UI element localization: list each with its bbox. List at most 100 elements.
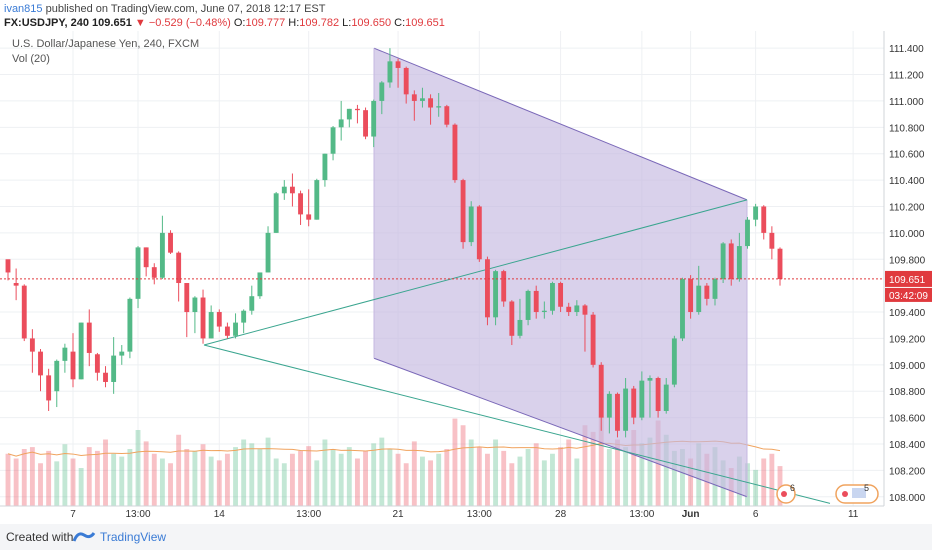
volume-bar: [582, 425, 588, 506]
last-price-label-bg: [885, 270, 932, 287]
volume-bar: [273, 458, 279, 506]
publish-info: ivan815 published on TradingView.com, Ju…: [4, 3, 325, 15]
candle-body: [485, 259, 490, 318]
y-tick-label: 109.400: [889, 308, 926, 319]
x-tick-label: 7: [70, 509, 76, 520]
volume-bar: [671, 450, 677, 506]
volume-bar: [224, 453, 230, 506]
candle-body: [151, 267, 157, 278]
candle-body: [298, 193, 303, 215]
candle-body: [184, 283, 190, 313]
volume-bar: [151, 453, 157, 506]
chart-svg[interactable]: U.S. Dollar/Japanese Yen, 240, FXCM Vol …: [0, 31, 932, 521]
x-tick-label: 13:00: [126, 509, 151, 520]
y-tick-label: 109.200: [889, 334, 926, 345]
candle-body: [566, 306, 572, 313]
candle-body: [176, 252, 182, 284]
volume-bar: [541, 460, 547, 506]
volume-bar: [623, 447, 629, 506]
volume-bar: [70, 458, 76, 506]
volume-bar: [395, 453, 401, 506]
chart-area[interactable]: U.S. Dollar/Japanese Yen, 240, FXCM Vol …: [0, 31, 932, 521]
volume-bar: [436, 453, 442, 506]
footer-bar: Created with TradingView: [0, 524, 932, 550]
candle-body: [103, 372, 108, 382]
volume-bar: [606, 449, 612, 506]
event-dot-icon: [781, 491, 787, 497]
volume-bar: [168, 463, 173, 506]
trend-line-upper[interactable]: [203, 199, 748, 346]
trend-line-lower[interactable]: [203, 344, 831, 504]
open-value: 109.777: [245, 17, 286, 29]
volume-bar: [94, 450, 100, 506]
candle-body: [379, 82, 385, 101]
candle-body: [54, 360, 60, 392]
event-badge-1[interactable]: 6: [776, 483, 796, 504]
x-tick-label: 21: [393, 509, 405, 520]
candle-body: [273, 193, 279, 233]
volume-bar: [428, 460, 434, 506]
time-axis[interactable]: 7 13:00 14 13:00 21 13:00 28 13:00 Jun 6 11: [0, 505, 884, 520]
candle-body: [509, 301, 515, 336]
candle-body: [428, 98, 434, 108]
volume-bar: [241, 439, 247, 506]
candle-body: [86, 322, 92, 353]
y-tick-label: 111.200: [889, 71, 924, 82]
volume-bar: [525, 449, 531, 506]
channel-upper-line[interactable]: [373, 47, 748, 201]
volume-bar: [411, 441, 417, 506]
candle-body: [78, 322, 84, 380]
candle-body: [745, 219, 750, 247]
candle-body: [265, 232, 271, 273]
channel-lower-line[interactable]: [373, 357, 748, 498]
y-tick-label: 108.800: [889, 387, 926, 398]
trend-lines[interactable]: [203, 199, 831, 504]
y-tick-label: 110.400: [889, 176, 925, 187]
candle-body: [346, 108, 352, 120]
tradingview-brand-link[interactable]: TradingView: [100, 530, 167, 544]
tradingview-logo-icon[interactable]: [72, 529, 96, 545]
volume-bar: [338, 453, 344, 506]
candle-body: [517, 319, 523, 336]
event-badge-2[interactable]: 5: [835, 483, 879, 504]
volume-bar: [306, 446, 312, 506]
candle-body: [606, 393, 612, 418]
volume-bar: [493, 439, 499, 506]
candle-body: [525, 290, 531, 320]
candle-body: [574, 305, 580, 313]
volume-bar: [127, 449, 133, 506]
volume-bar: [103, 439, 108, 506]
volume-bar: [176, 434, 182, 506]
last-price-label: 109.651: [889, 275, 926, 286]
author-link[interactable]: ivan815: [4, 3, 43, 15]
price-axis[interactable]: 108.000 108.200 108.400 108.600 108.800 109.0…: [883, 31, 932, 506]
down-arrow-icon: ▼: [134, 17, 146, 29]
candle-body: [655, 378, 661, 411]
candle-body: [127, 298, 133, 352]
candle-body: [249, 296, 255, 311]
candle-body: [631, 388, 637, 418]
volume-bar: [143, 441, 149, 506]
candle-body: [395, 61, 401, 68]
candle-body: [712, 279, 718, 299]
candle-body: [501, 271, 507, 302]
volume-bar: [574, 458, 580, 506]
volume-bar: [558, 447, 564, 506]
volume-bar: [257, 449, 263, 506]
volume-bar: [111, 453, 117, 506]
candle-body: [411, 94, 417, 101]
volume-bar: [550, 453, 555, 506]
candle-body: [550, 283, 555, 311]
volume-bar: [29, 447, 35, 506]
candle-body: [403, 67, 409, 95]
candle-body: [46, 375, 52, 401]
volume-bar: [639, 443, 645, 506]
candle-body: [119, 351, 125, 356]
volume-bar: [517, 456, 523, 506]
candle-body: [387, 61, 393, 83]
volume-bar: [631, 430, 637, 506]
candle-body: [168, 232, 173, 253]
created-with-text: Created with: [6, 530, 74, 544]
volume-bar: [346, 447, 352, 506]
volume-bar: [753, 469, 759, 506]
